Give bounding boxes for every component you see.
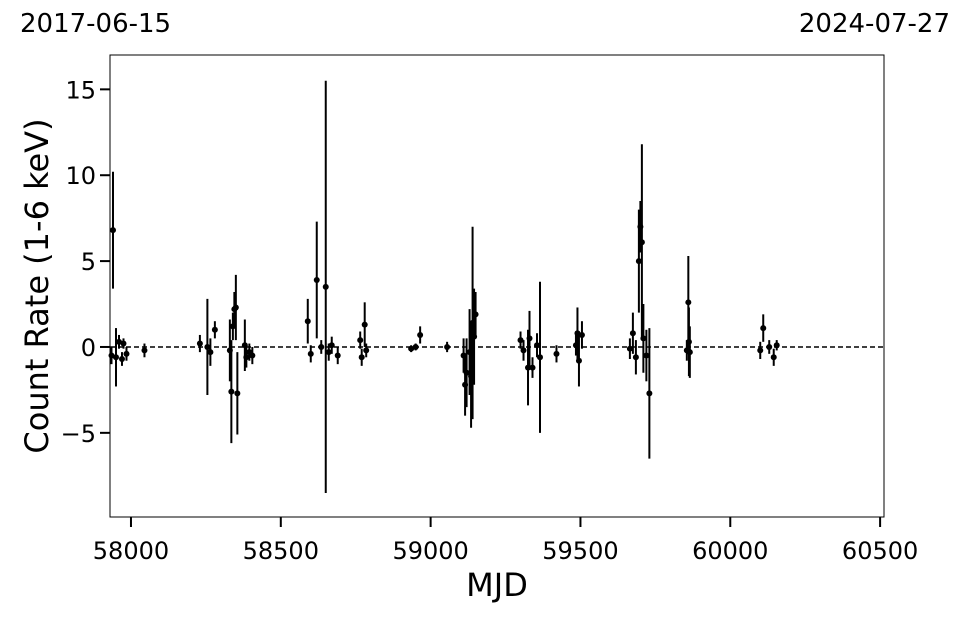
data-point: [108, 352, 115, 359]
data-point: [204, 343, 211, 350]
data-point: [322, 283, 329, 290]
data-point: [629, 330, 636, 337]
data-point: [232, 304, 239, 311]
data-point: [361, 321, 368, 328]
y-tick-label: 0: [81, 334, 96, 362]
data-point: [520, 347, 527, 354]
plot-frame: [109, 54, 885, 518]
data-point: [766, 343, 773, 350]
start-date: 2017-06-15: [20, 9, 171, 39]
data-point: [412, 343, 419, 350]
y-tick-label: −5: [61, 420, 96, 448]
x-tick-label: 58000: [93, 537, 169, 565]
data-point: [444, 343, 451, 350]
data-point: [112, 354, 119, 361]
x-axis-label: MJD: [466, 566, 528, 604]
data-point: [417, 331, 424, 338]
x-tick-label: 59500: [542, 537, 618, 565]
data-point: [241, 342, 248, 349]
x-tick-label: 60500: [842, 537, 918, 565]
data-point: [537, 354, 543, 361]
data-point: [686, 349, 693, 356]
data-point: [211, 326, 218, 333]
data-point: [120, 340, 127, 347]
data-point: [358, 354, 365, 361]
data-point: [334, 352, 341, 359]
data-point: [243, 354, 250, 361]
data-point: [249, 352, 256, 359]
x-tick-label: 58500: [243, 537, 319, 565]
data-point: [207, 349, 214, 356]
data-point: [626, 345, 633, 352]
data-point: [307, 350, 314, 357]
x-tick-label: 59000: [392, 537, 468, 565]
y-tick-label: 15: [65, 76, 96, 104]
data-point: [529, 364, 536, 371]
data-point: [363, 347, 370, 354]
data-point: [757, 347, 764, 354]
data-point: [109, 227, 116, 234]
data-point: [123, 350, 130, 357]
data-point: [228, 388, 235, 395]
data-point: [638, 239, 645, 246]
end-date: 2024-07-27: [799, 9, 950, 39]
data-point: [640, 335, 647, 342]
data-point: [760, 325, 767, 332]
data-point: [118, 355, 125, 362]
y-axis-label: Count Rate (1-6 keV): [18, 118, 56, 453]
data-point: [526, 335, 533, 342]
data-point: [534, 342, 541, 349]
data-point: [328, 342, 335, 349]
data-point: [408, 345, 415, 352]
data-point: [553, 350, 560, 357]
data-point: [685, 299, 692, 306]
data-point: [357, 337, 364, 344]
data-point: [646, 390, 653, 397]
data-point: [234, 390, 241, 397]
data-point: [325, 349, 332, 356]
data-point: [578, 331, 585, 338]
data-point: [635, 258, 642, 265]
data-point: [525, 364, 532, 371]
data-point: [643, 352, 650, 359]
x-tick-label: 60000: [692, 537, 768, 565]
data-point: [517, 337, 524, 344]
y-tick-label: 5: [81, 248, 96, 276]
data-point: [313, 276, 320, 283]
y-tick-label: 10: [65, 162, 96, 190]
data-point: [463, 369, 470, 376]
data-point: [632, 354, 639, 361]
data-point: [472, 311, 479, 318]
data-point: [196, 340, 203, 347]
data-point: [115, 338, 122, 345]
data-point: [141, 347, 148, 354]
data-point: [575, 357, 582, 364]
data-point: [574, 330, 581, 337]
data-point: [304, 318, 311, 325]
data-point: [318, 343, 325, 350]
data-point: [773, 342, 780, 349]
data-point: [770, 354, 777, 361]
